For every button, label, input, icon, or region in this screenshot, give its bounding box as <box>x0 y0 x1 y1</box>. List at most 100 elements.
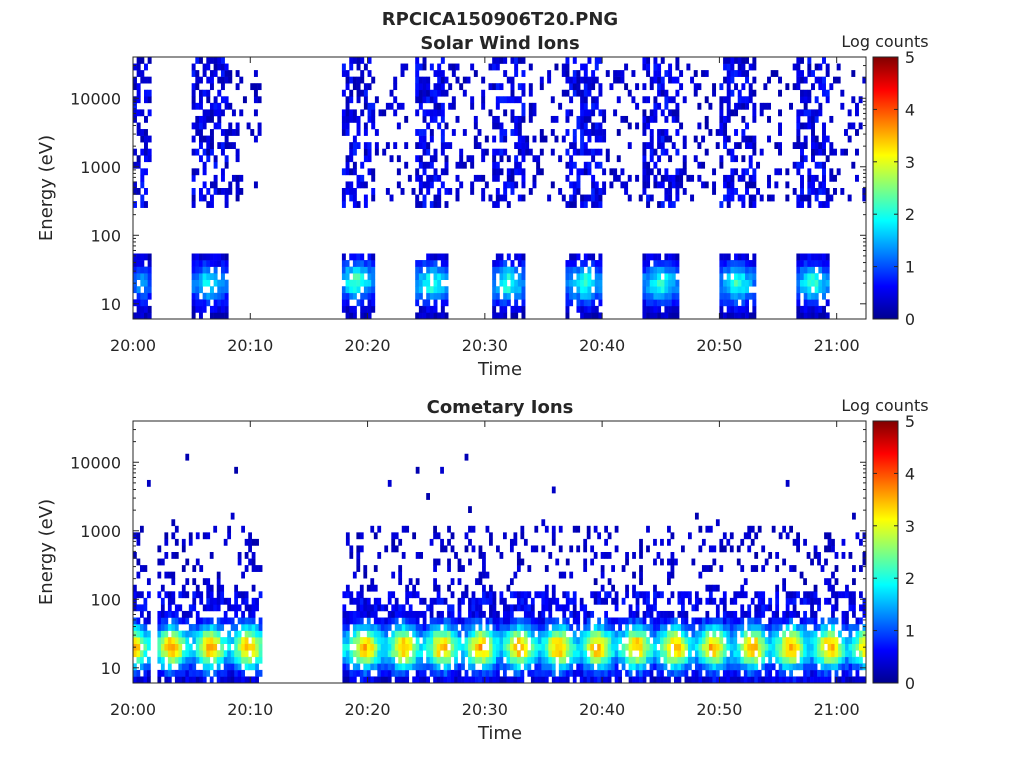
heatmap-cell <box>192 656 197 664</box>
heatmap-cell <box>426 148 431 156</box>
heatmap-cell <box>719 312 724 320</box>
heatmap-cell <box>473 135 478 143</box>
heatmap-cell <box>723 299 728 307</box>
heatmap-cell <box>251 637 256 644</box>
heatmap-cell <box>231 174 236 182</box>
heatmap-cell <box>422 273 427 280</box>
heatmap-cell <box>609 83 614 91</box>
heatmap-cell <box>605 70 610 77</box>
heatmap-cell <box>429 630 434 638</box>
heatmap-cell <box>352 148 357 156</box>
heatmap-cell <box>668 305 673 313</box>
heatmap-cell <box>719 538 724 546</box>
heatmap-cell <box>251 584 256 592</box>
heatmap-cell <box>594 279 599 287</box>
heatmap-cell <box>825 188 830 195</box>
heatmap-cell <box>502 597 507 605</box>
heatmap-cell <box>209 292 214 300</box>
heatmap-cell <box>235 83 240 91</box>
heatmap-cell <box>502 650 507 658</box>
heatmap-cell <box>807 266 812 274</box>
heatmap-cell <box>377 650 382 658</box>
heatmap-cell <box>255 624 259 631</box>
heatmap-cell <box>405 669 410 677</box>
heatmap-cell <box>220 279 225 287</box>
heatmap-cell <box>198 188 203 195</box>
heatmap-cell <box>757 637 762 644</box>
heatmap-cell <box>668 155 673 163</box>
heatmap-cell <box>475 597 479 605</box>
heatmap-cell <box>457 617 462 625</box>
heatmap-cell <box>471 624 476 631</box>
heatmap-cell <box>550 96 555 104</box>
heatmap-cell <box>625 617 629 625</box>
heatmap-cell <box>698 624 703 631</box>
heatmap-cell <box>503 279 508 287</box>
heatmap-cell <box>164 610 169 618</box>
heatmap-cell <box>433 266 438 274</box>
heatmap-cell <box>440 597 444 605</box>
heatmap-cell <box>752 57 757 64</box>
heatmap-cell <box>514 155 519 163</box>
heatmap-cell <box>668 96 673 104</box>
heatmap-cell <box>814 148 819 156</box>
heatmap-cell <box>509 663 514 671</box>
heatmap-cell <box>360 181 365 189</box>
heatmap-cell <box>733 676 738 684</box>
heatmap-cell <box>440 135 445 143</box>
heatmap-cell <box>143 669 148 677</box>
heatmap-cell <box>382 148 387 156</box>
heatmap-cell <box>447 676 451 684</box>
heatmap-cell <box>433 168 438 176</box>
heatmap-cell <box>520 643 525 651</box>
heatmap-cell <box>213 273 218 280</box>
heatmap-cell <box>558 545 563 553</box>
heatmap-cell <box>223 637 228 644</box>
heatmap-cell <box>792 630 797 638</box>
heatmap-cell <box>234 637 239 644</box>
heatmap-cell <box>771 525 776 533</box>
heatmap-cell <box>217 312 222 320</box>
heatmap-cell <box>144 155 148 163</box>
heatmap-cell <box>342 650 347 658</box>
heatmap-cell <box>646 604 650 612</box>
heatmap-cell <box>723 266 728 274</box>
heatmap-cell <box>517 135 522 143</box>
heatmap-cell <box>447 637 451 644</box>
heatmap-cell <box>852 663 856 671</box>
heatmap-cell <box>607 532 612 540</box>
heatmap-cell <box>371 115 376 123</box>
heatmap-cell <box>191 102 196 110</box>
heatmap-cell <box>586 630 591 638</box>
heatmap-cell <box>144 279 148 287</box>
heatmap-cell <box>664 188 669 195</box>
heatmap-cell <box>257 96 262 104</box>
heatmap-cell <box>656 650 661 658</box>
heatmap-cell <box>536 161 541 169</box>
heatmap-cell <box>224 286 229 294</box>
heatmap-cell <box>806 617 811 625</box>
heatmap-cell <box>345 312 350 320</box>
heatmap-cell <box>691 643 696 651</box>
heatmap-cell <box>561 194 566 202</box>
heatmap-cell <box>510 188 515 195</box>
heatmap-cell <box>206 76 211 84</box>
heatmap-cell <box>422 96 427 104</box>
heatmap-cell <box>811 260 815 267</box>
heatmap-cell <box>206 604 211 612</box>
heatmap-cell <box>726 624 731 631</box>
heatmap-cell <box>590 669 595 677</box>
heatmap-cell <box>220 637 225 644</box>
heatmap-cell <box>349 637 354 644</box>
heatmap-cell <box>239 109 244 117</box>
heatmap-cell <box>664 70 669 77</box>
heatmap-cell <box>737 142 742 149</box>
heatmap-cell <box>803 656 807 664</box>
heatmap-cell <box>482 656 486 664</box>
heatmap-cell <box>834 643 839 651</box>
heatmap-cell <box>642 286 647 294</box>
heatmap-cell <box>825 89 830 97</box>
heatmap-cell <box>499 266 504 274</box>
heatmap-cell <box>224 96 229 104</box>
heatmap-cell <box>373 643 378 651</box>
